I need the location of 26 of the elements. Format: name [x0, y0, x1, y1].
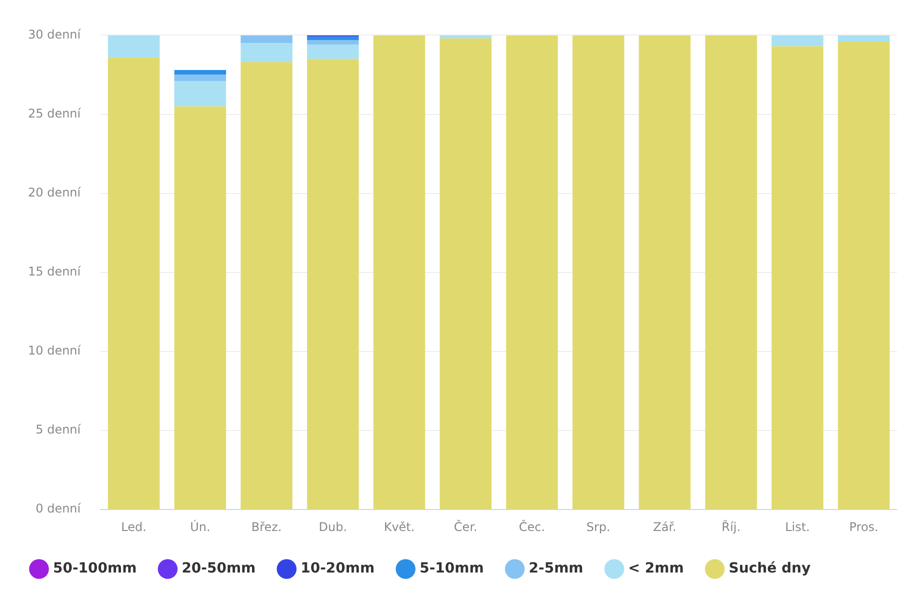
x-tick-label: List.: [785, 520, 810, 534]
y-tick-label: 20 denní: [28, 185, 82, 200]
x-tick-label: Dub.: [318, 520, 348, 534]
x-tick-label: Čer.: [454, 518, 478, 534]
x-tick-label: Srp.: [586, 520, 610, 534]
x-tick-label: Pros.: [849, 520, 878, 534]
x-tick-label: Ún.: [190, 518, 210, 534]
legend-label: 10-20mm: [300, 560, 375, 577]
y-tick-label: 5 denní: [36, 422, 82, 437]
legend-label: 20-50mm: [182, 560, 256, 577]
y-tick-label: 30 denní: [28, 27, 82, 42]
y-tick-label: 15 denní: [28, 264, 82, 279]
legend-label: Suché dny: [728, 560, 811, 577]
x-tick-label: Květ.: [384, 520, 415, 534]
x-tick-label: Led.: [121, 520, 146, 534]
legend-label: 2-5mm: [528, 560, 584, 577]
legend-label: 50-100mm: [53, 560, 137, 577]
x-tick-label: Čec.: [518, 518, 546, 534]
x-tick-label: Říj.: [722, 518, 741, 534]
y-tick-label: 0 denní: [36, 502, 82, 516]
legend-label: 5-10mm: [420, 560, 484, 577]
x-tick-label: Zář.: [653, 520, 676, 534]
x-tick-label: Břez.: [251, 520, 282, 534]
legend-label: < 2mm: [628, 560, 684, 577]
y-tick-label: 25 denní: [28, 106, 82, 120]
y-tick-label: 10 denní: [28, 344, 82, 358]
